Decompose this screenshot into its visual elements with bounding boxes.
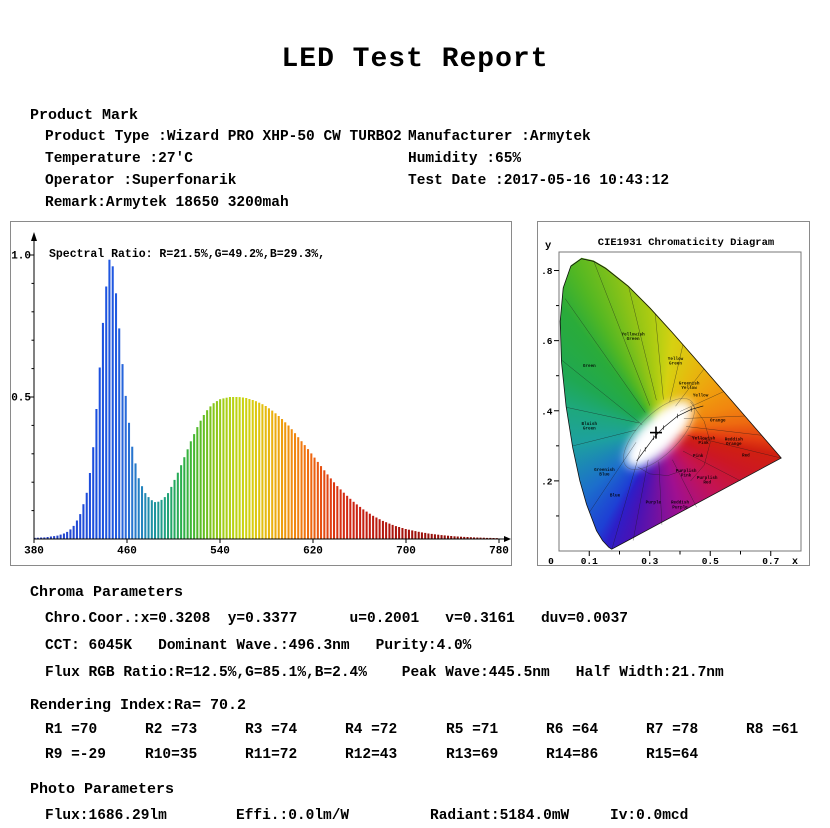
svg-text:620: 620 — [303, 546, 323, 558]
spectrum-axes: 0.5 1.0 380 460 540 620 700 780 — [11, 232, 511, 558]
measured-point-marker — [650, 426, 662, 439]
svg-text:Red: Red — [742, 453, 750, 458]
product-row-right: Humidity :65% — [408, 151, 522, 167]
svg-text:780: 780 — [489, 546, 509, 558]
cri-value: R6 =64 — [546, 722, 599, 738]
photo-value: Flux:1686.29lm — [45, 808, 167, 824]
svg-text:0: 0 — [548, 556, 554, 565]
spectrum-bars — [33, 259, 498, 539]
region-labels: Green Yellowish Green Yellow Green Greenish Ye… — [582, 332, 751, 510]
region-boundaries — [561, 261, 782, 550]
chroma-line: Chro.Coor.:x=0.3208 y=0.3377 u=0.2001 v=… — [45, 611, 628, 627]
svg-text:.2: .2 — [541, 476, 553, 487]
photo-section-heading: Photo Parameters — [30, 781, 175, 798]
cri-value: R8 =61 — [746, 722, 799, 738]
svg-text:700: 700 — [396, 546, 416, 558]
svg-text:0.5: 0.5 — [11, 393, 31, 405]
cri-value: R15=64 — [646, 747, 699, 763]
cri-value: R10=35 — [145, 747, 198, 763]
product-row-left: Operator :Superfonarik — [45, 173, 237, 189]
cri-value: R12=43 — [345, 747, 398, 763]
spectral-ratio-annotation: Spectral Ratio: R=21.5%,G=49.2%,B=29.3%, — [49, 248, 325, 261]
cie-title: CIE1931 Chromaticity Diagram — [598, 237, 774, 249]
svg-text:0.1: 0.1 — [581, 556, 598, 565]
svg-text:0.3: 0.3 — [641, 556, 658, 565]
photo-value: Effi.:0.0lm/W — [236, 808, 350, 824]
cie-axes: 0.1 0.3 0.5 0.7 .2 .4 .6 .8 0 x y — [541, 240, 798, 565]
cri-value: R13=69 — [446, 747, 499, 763]
svg-text:540: 540 — [210, 546, 230, 558]
chroma-line: Flux RGB Ratio:R=12.5%,G=85.1%,B=2.4% Pe… — [45, 665, 724, 681]
rendering-index-heading: Rendering Index:Ra= 70.2 — [30, 697, 247, 714]
svg-text:0.7: 0.7 — [762, 556, 779, 565]
photo-value: Iv:0.0mcd — [610, 808, 689, 824]
product-row-right: Manufacturer :Armytek — [408, 129, 591, 145]
page-title: LED Test Report — [281, 44, 549, 75]
cri-value: R3 =74 — [245, 722, 298, 738]
svg-text:1.0: 1.0 — [11, 251, 31, 263]
svg-text:x: x — [792, 557, 798, 565]
cri-value: R9 =-29 — [45, 747, 106, 763]
product-row-left: Product Type :Wizard PRO XHP-50 CW TURBO… — [45, 129, 402, 145]
cri-value: R4 =72 — [345, 722, 398, 738]
product-section-heading: Product Mark — [30, 107, 139, 124]
chroma-section-heading: Chroma Parameters — [30, 584, 184, 601]
spectrum-chart: 0.5 1.0 380 460 540 620 700 780 Spectral Ratio: … — [11, 232, 511, 558]
cri-value: R5 =71 — [446, 722, 499, 738]
svg-text:460: 460 — [117, 546, 137, 558]
svg-text:Purple: Purple — [646, 501, 662, 506]
cri-value: R1 =70 — [45, 722, 98, 738]
svg-text:Pink: Pink — [693, 454, 704, 459]
svg-text:Blue: Blue — [610, 494, 621, 499]
photo-value: Radiant:5184.0mW — [430, 808, 570, 824]
svg-text:.8: .8 — [541, 266, 553, 277]
cri-value: R14=86 — [546, 747, 599, 763]
svg-text:380: 380 — [24, 546, 44, 558]
svg-text:y: y — [545, 240, 552, 252]
svg-text:Green: Green — [583, 364, 596, 369]
svg-text:Orange: Orange — [710, 418, 726, 423]
product-row-right: Test Date :2017-05-16 10:43:12 — [408, 173, 670, 189]
spectral-locus — [559, 258, 782, 550]
cie-chart: Green Yellowish Green Yellow Green Greenish Ye… — [541, 237, 802, 565]
svg-text:.4: .4 — [541, 406, 553, 417]
cri-value: R7 =78 — [646, 722, 699, 738]
cie-panel: Green Yellowish Green Yellow Green Greenish Ye… — [537, 221, 810, 566]
svg-text:.6: .6 — [541, 336, 553, 347]
spectrum-panel: 0.5 1.0 380 460 540 620 700 780 Spectral Ratio: … — [10, 221, 512, 566]
cri-value: R11=72 — [245, 747, 298, 763]
svg-text:0.5: 0.5 — [702, 556, 719, 565]
chroma-line: CCT: 6045K Dominant Wave.:496.3nm Purity… — [45, 638, 472, 654]
svg-text:Yellow: Yellow — [693, 394, 709, 399]
product-row-left: Temperature :27'C — [45, 151, 193, 167]
cri-value: R2 =73 — [145, 722, 198, 738]
product-row-left: Remark:Armytek 18650 3200mah — [45, 195, 289, 211]
